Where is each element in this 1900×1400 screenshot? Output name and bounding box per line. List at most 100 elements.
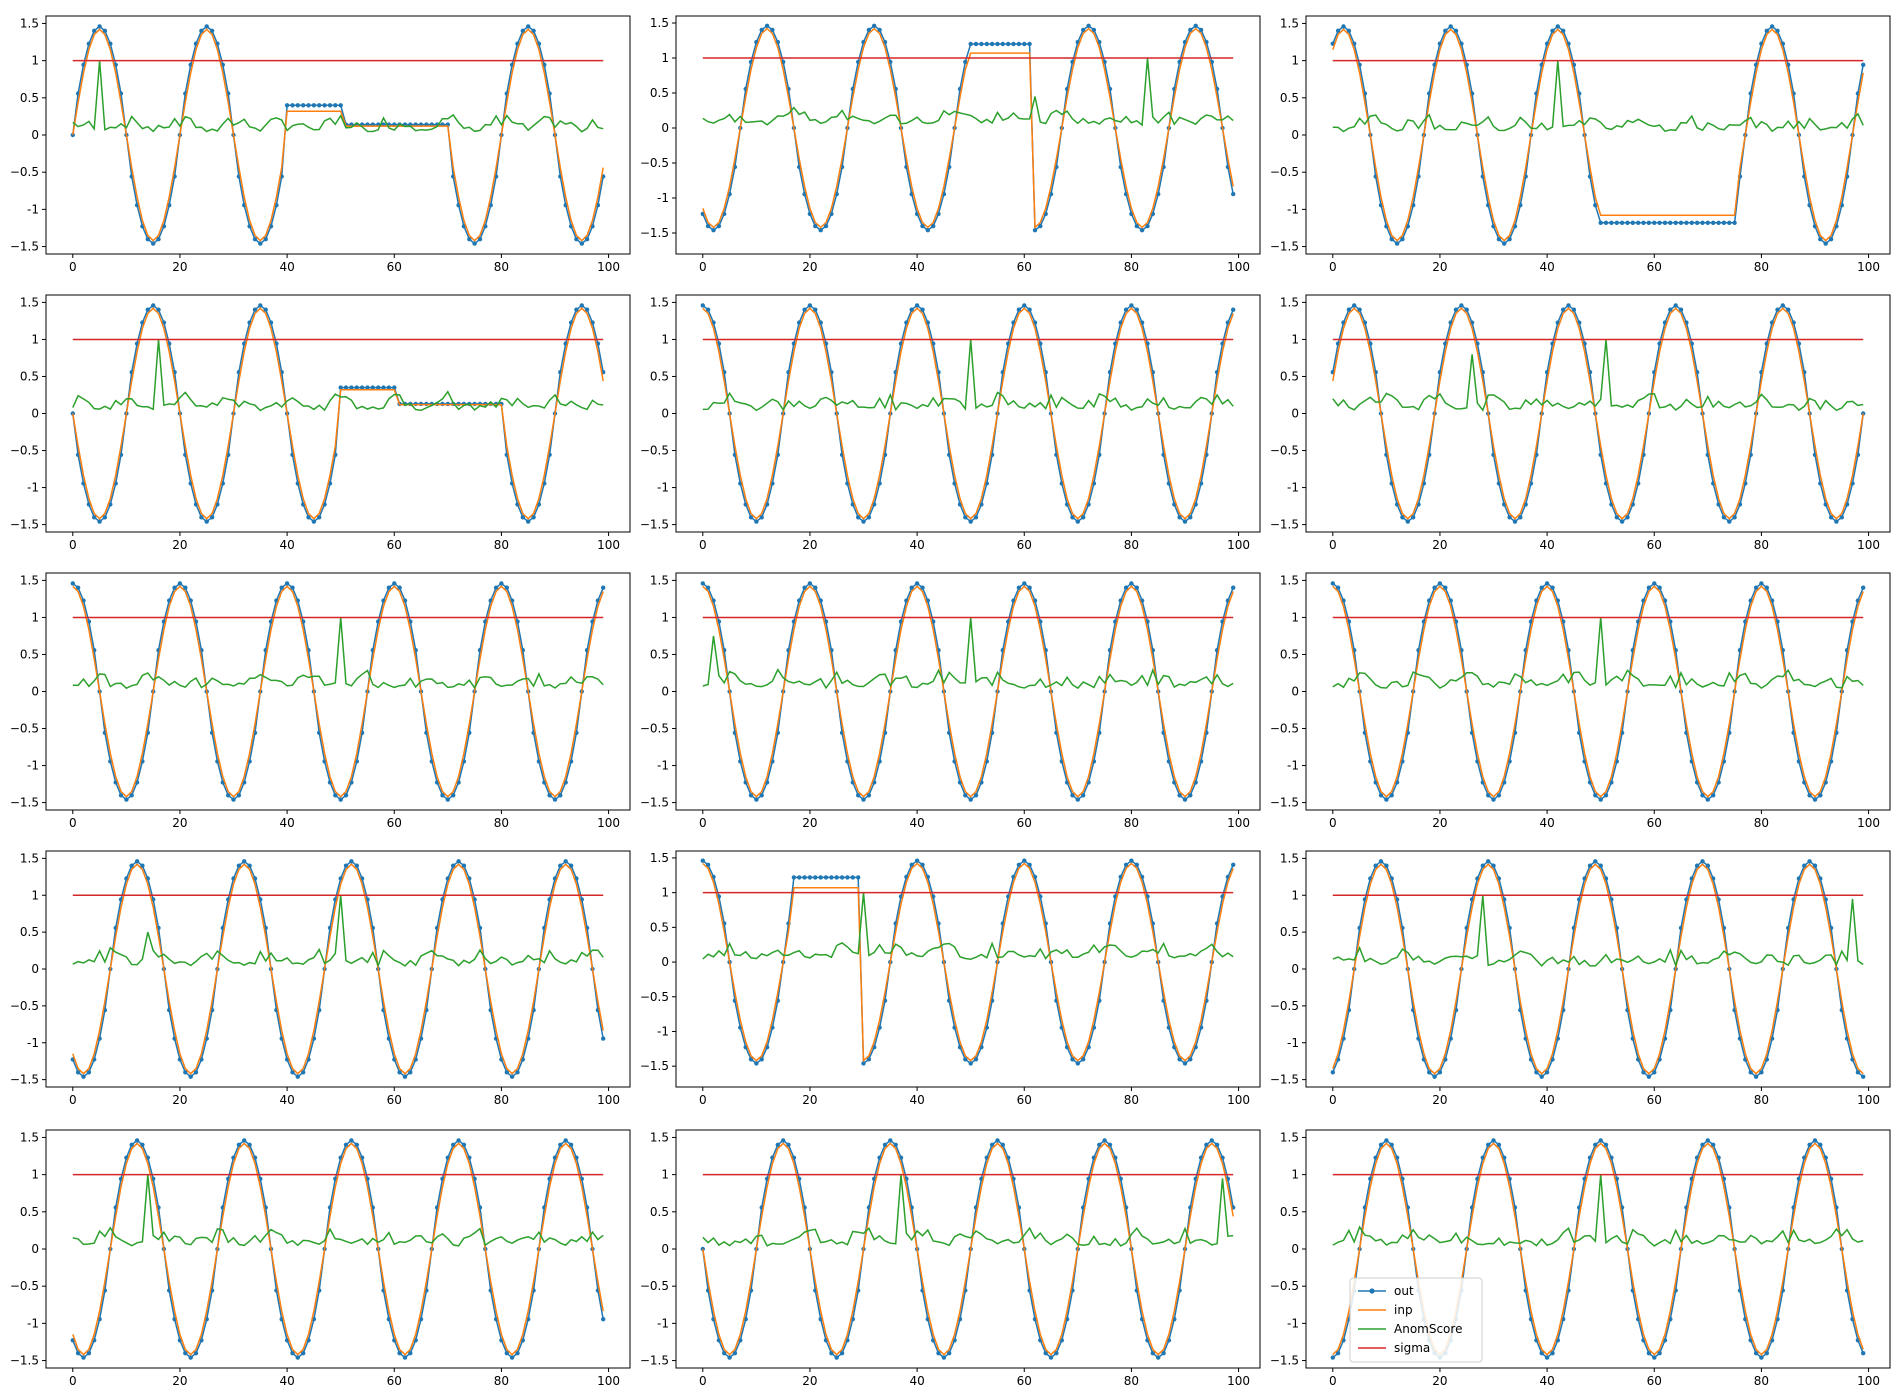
- series-out-point: [1786, 307, 1791, 312]
- y-tick-label: 1: [31, 332, 39, 346]
- x-tick-label: 100: [597, 816, 620, 830]
- x-tick-label: 0: [1329, 260, 1337, 274]
- series-out-point: [1705, 1138, 1711, 1143]
- x-tick-label: 100: [1227, 260, 1250, 274]
- series-out-point: [306, 515, 311, 520]
- y-tick-label: −1.5: [10, 1354, 39, 1368]
- series-out-point: [1496, 793, 1502, 798]
- series-out-point: [1177, 1057, 1182, 1062]
- series-out-point: [579, 241, 584, 246]
- series-out-point: [748, 793, 754, 798]
- series-out-point: [1834, 519, 1839, 524]
- series-out-point: [1646, 1351, 1652, 1356]
- series-out-point: [705, 585, 711, 590]
- series-out-point: [1427, 1070, 1432, 1075]
- series-inp-line: [1332, 863, 1864, 1075]
- series-out-point: [1812, 863, 1818, 868]
- series-out-point: [1571, 307, 1577, 312]
- series-out-point: [1694, 863, 1700, 868]
- x-tick-label: 0: [1329, 1093, 1337, 1107]
- series-out-point: [1330, 1355, 1336, 1360]
- series-out-point: [914, 303, 920, 308]
- series-out-point: [1636, 220, 1641, 225]
- y-tick-label: −1.5: [1270, 796, 1299, 810]
- y-tick-label: −0.5: [640, 444, 669, 458]
- series-anomscore-line: [1332, 339, 1864, 412]
- x-tick-label: 20: [802, 260, 817, 274]
- series-out-point: [1544, 1070, 1550, 1075]
- series-out-point: [1839, 515, 1845, 520]
- x-tick-label: 0: [69, 816, 77, 830]
- series-out-point: [1432, 585, 1437, 590]
- series-out-point: [1753, 585, 1759, 590]
- series-out-point: [1561, 28, 1566, 33]
- series-out-point: [1006, 41, 1011, 47]
- y-tick-label: 0.5: [1280, 925, 1299, 939]
- series-out-point: [705, 862, 711, 867]
- series-out-point: [1619, 519, 1625, 524]
- y-tick-label: 0.5: [20, 1205, 39, 1219]
- series-out-point: [359, 385, 365, 390]
- series-out-point: [1150, 1351, 1156, 1356]
- series-out-point: [1091, 27, 1097, 33]
- series-out-point: [989, 1142, 995, 1148]
- series-out-point: [1764, 1351, 1770, 1356]
- series-out-point: [209, 515, 215, 520]
- series-out-point: [301, 103, 306, 108]
- series-out-point: [1646, 220, 1652, 225]
- x-tick-label: 20: [802, 816, 817, 830]
- y-tick-label: 0.5: [20, 925, 39, 939]
- series-out-point: [343, 863, 349, 868]
- series-out-point: [1231, 862, 1236, 867]
- series-out-point: [81, 1074, 86, 1079]
- series-out-point: [973, 41, 979, 47]
- series-out-line: [72, 582, 604, 801]
- plot-area: [70, 1138, 606, 1360]
- series-out-point: [909, 862, 914, 867]
- subplot-8: 0 20 40 60 80 100 −1.5 -1 −0.5 0 0.5 1 1.5: [640, 572, 1261, 830]
- series-out-point: [1566, 303, 1571, 308]
- series-out-point: [786, 1142, 791, 1148]
- series-out-point: [1496, 237, 1502, 242]
- series-out-point: [574, 307, 579, 312]
- series-out-point: [290, 103, 295, 108]
- series-out-point: [861, 1061, 866, 1066]
- y-tick-label: 0.5: [650, 647, 669, 661]
- series-out-point: [349, 385, 354, 390]
- y-tick-label: -1: [27, 759, 39, 773]
- x-tick-label: 100: [1857, 260, 1880, 274]
- series-out-point: [764, 23, 770, 28]
- plot-area: [700, 23, 1236, 233]
- y-tick-label: 1: [1291, 54, 1299, 68]
- series-out-point: [509, 1355, 515, 1360]
- series-out-point: [1486, 859, 1491, 864]
- y-tick-label: 0: [31, 128, 39, 142]
- series-out-point: [1507, 237, 1512, 242]
- series-out-point: [242, 1138, 247, 1143]
- y-tick-label: −1.5: [1270, 518, 1299, 532]
- series-out-point: [813, 585, 818, 590]
- y-tick-label: 1.5: [650, 295, 669, 309]
- series-out-point: [1539, 1351, 1544, 1356]
- axes-frame: [675, 15, 1261, 255]
- series-out-point: [1357, 307, 1362, 312]
- series-out-point: [558, 1142, 563, 1148]
- series-out-point: [909, 585, 914, 590]
- series-out-point: [872, 23, 877, 28]
- x-tick-label: 100: [597, 260, 620, 274]
- series-out-point: [1544, 1355, 1550, 1360]
- series-out-point: [338, 103, 343, 108]
- series-out-point: [204, 24, 209, 29]
- series-out-point: [499, 581, 504, 586]
- legend-box: [1349, 1277, 1483, 1363]
- series-out-point: [579, 303, 584, 308]
- series-out-point: [258, 241, 263, 246]
- series-out-point: [866, 793, 872, 798]
- series-out-point: [531, 515, 536, 520]
- series-out-point: [129, 1142, 134, 1148]
- series-out-point: [451, 863, 456, 868]
- series-out-point: [1641, 1070, 1646, 1075]
- plot-area: [1330, 1138, 1866, 1360]
- series-out-point: [338, 385, 343, 390]
- series-out-point: [1861, 585, 1866, 590]
